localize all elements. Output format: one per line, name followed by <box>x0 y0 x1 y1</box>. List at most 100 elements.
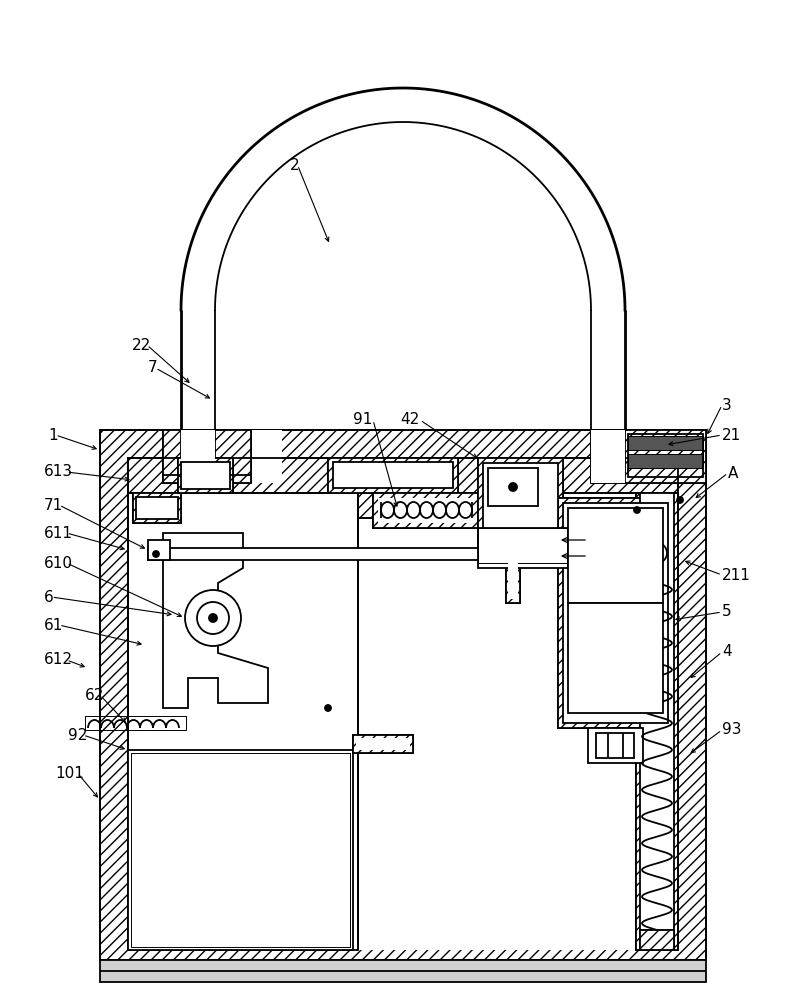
Bar <box>591 430 706 483</box>
Text: 62: 62 <box>85 688 104 702</box>
Bar <box>163 430 251 483</box>
Bar <box>558 498 673 728</box>
Bar <box>558 498 673 728</box>
Bar <box>591 430 706 483</box>
Circle shape <box>153 551 159 557</box>
Text: 1: 1 <box>48 428 57 442</box>
Bar <box>478 458 563 548</box>
Bar <box>488 468 538 506</box>
Bar <box>640 493 674 950</box>
Bar <box>128 750 353 950</box>
Bar <box>333 462 453 488</box>
Bar <box>131 753 350 947</box>
Text: 211: 211 <box>722 568 751 582</box>
Bar <box>478 528 568 568</box>
Bar <box>625 430 706 483</box>
Bar <box>591 430 625 483</box>
Bar <box>215 430 281 483</box>
Bar <box>328 458 458 493</box>
Text: 21: 21 <box>722 428 742 442</box>
Text: 22: 22 <box>132 338 152 353</box>
Bar <box>358 458 408 518</box>
Bar <box>640 930 674 950</box>
Text: 101: 101 <box>55 766 84 780</box>
Bar <box>215 430 251 483</box>
Text: 3: 3 <box>722 397 732 412</box>
Bar <box>128 458 678 493</box>
Bar <box>128 493 358 950</box>
Bar <box>640 930 674 950</box>
Circle shape <box>325 705 331 711</box>
Bar <box>568 508 663 603</box>
Bar <box>181 462 230 489</box>
Text: 92: 92 <box>68 728 87 742</box>
Bar <box>128 458 678 950</box>
Text: A: A <box>728 466 738 481</box>
Text: 4: 4 <box>722 645 732 660</box>
Bar <box>85 716 186 730</box>
Bar <box>133 493 181 523</box>
Bar <box>100 430 706 960</box>
Bar <box>591 430 625 483</box>
Bar <box>373 493 478 528</box>
Circle shape <box>509 483 517 491</box>
Bar <box>628 434 703 477</box>
Bar <box>596 733 634 758</box>
Text: 42: 42 <box>400 412 419 428</box>
Bar <box>163 430 181 483</box>
Polygon shape <box>163 533 268 708</box>
Bar <box>148 548 488 560</box>
Text: 93: 93 <box>722 722 742 738</box>
Bar <box>636 493 678 950</box>
Bar <box>163 430 251 483</box>
Bar <box>478 528 568 563</box>
Bar <box>328 458 458 493</box>
Bar <box>373 493 478 528</box>
Bar <box>563 503 668 723</box>
Circle shape <box>634 507 640 513</box>
Bar <box>356 738 410 750</box>
Bar <box>148 540 170 560</box>
Bar <box>214 430 282 483</box>
Bar <box>588 728 643 763</box>
Bar <box>136 497 178 519</box>
Text: 6: 6 <box>44 589 54 604</box>
Bar <box>353 735 413 753</box>
Bar <box>215 430 219 483</box>
Bar <box>568 603 663 713</box>
Text: 2: 2 <box>290 157 300 172</box>
Bar <box>128 458 678 493</box>
Bar <box>508 552 518 599</box>
Bar <box>378 498 473 523</box>
Text: 612: 612 <box>44 652 73 668</box>
Circle shape <box>185 590 241 646</box>
Text: 5: 5 <box>722 604 732 619</box>
Bar <box>181 430 215 483</box>
Bar <box>636 493 678 950</box>
Bar <box>506 548 520 603</box>
Bar <box>506 548 520 603</box>
Text: 71: 71 <box>44 497 63 512</box>
Bar <box>483 463 558 543</box>
Bar <box>178 458 233 493</box>
Text: 611: 611 <box>44 526 73 540</box>
Bar <box>478 458 563 548</box>
Bar <box>628 454 703 468</box>
Text: 7: 7 <box>148 360 158 375</box>
Bar <box>133 493 181 523</box>
Circle shape <box>209 614 217 622</box>
Bar <box>100 960 706 982</box>
Text: 61: 61 <box>44 617 64 633</box>
Circle shape <box>197 602 229 634</box>
Text: 91: 91 <box>353 412 372 428</box>
Circle shape <box>647 543 667 563</box>
Circle shape <box>677 497 683 503</box>
Bar <box>628 436 703 450</box>
Bar <box>353 735 413 753</box>
Bar <box>358 458 408 518</box>
Text: 610: 610 <box>44 556 73 570</box>
Bar <box>100 430 706 960</box>
Bar <box>178 458 233 493</box>
Text: 613: 613 <box>44 464 73 480</box>
Bar <box>640 497 674 946</box>
